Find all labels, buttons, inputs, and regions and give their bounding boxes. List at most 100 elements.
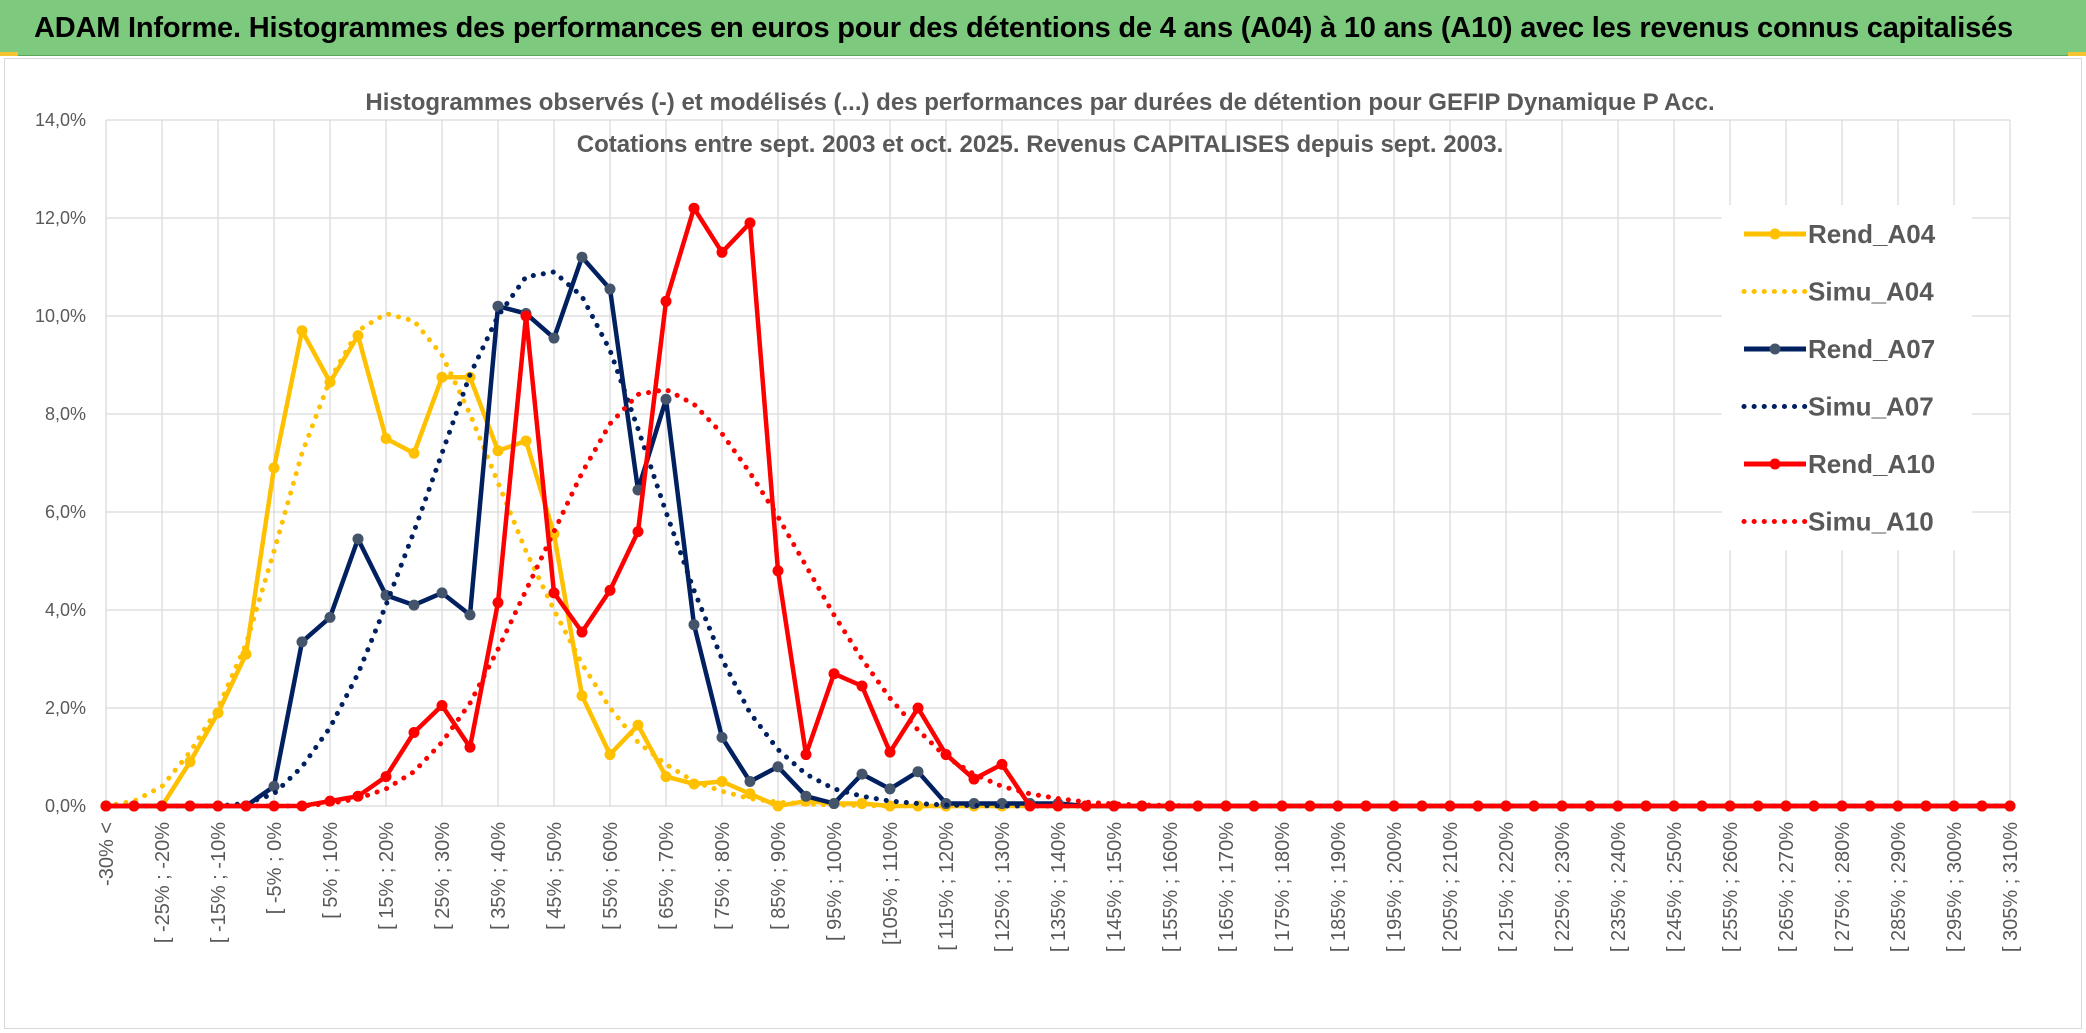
chart-title-line-2: Cotations entre sept. 2003 et oct. 2025.… (577, 131, 1504, 158)
data-point (912, 702, 924, 714)
data-point (576, 626, 588, 638)
data-point (604, 584, 616, 596)
x-tick-label: [ 245% ; 250% (1664, 822, 1686, 952)
data-point (436, 371, 448, 383)
data-point (380, 433, 392, 444)
x-tick-label: [ 35% ; 40% (488, 822, 510, 930)
data-point (800, 749, 812, 761)
x-tick-label: [ 85% ; 90% (768, 822, 790, 930)
data-point (324, 611, 336, 623)
data-point (912, 766, 924, 778)
report-banner: ADAM Informe. Histogrammes des performan… (0, 0, 2086, 56)
y-axis: 0,0% 2,0% 4,0% 6,0% 8,0% 10,0% 12,0% 14,0% (35, 110, 86, 816)
legend-marker (1769, 228, 1781, 240)
data-point (828, 668, 840, 680)
data-point (632, 526, 644, 538)
banner-accent-left (0, 52, 18, 56)
x-tick-label: [ 285% ; 290% (1888, 822, 1910, 952)
y-tick-label: 4,0% (45, 600, 86, 620)
data-point (576, 251, 588, 263)
data-point (548, 587, 560, 599)
legend-marker (1769, 343, 1781, 355)
legend-label: Rend_A04 (1808, 219, 1936, 249)
x-tick-label: -30% < (96, 822, 118, 886)
data-point (604, 749, 616, 761)
x-tick-label: [ -5% ; 0% (264, 822, 286, 914)
x-tick-label: [ 15% ; 20% (376, 822, 398, 930)
legend-item: Rend_A04 (1744, 219, 1936, 249)
chart-title-line-1: Histogrammes observés (-) et modélisés (… (365, 89, 1714, 116)
data-point (772, 565, 784, 577)
x-tick-label: [ 125% ; 130% (992, 822, 1014, 952)
legend-label: Simu_A10 (1808, 507, 1934, 537)
data-point (772, 761, 784, 773)
x-tick-label: [ 225% ; 230% (1552, 822, 1574, 952)
legend-item: Simu_A10 (1741, 507, 1934, 537)
data-point (520, 310, 532, 322)
data-point (772, 800, 784, 812)
data-point (1024, 800, 1036, 812)
data-point (380, 771, 392, 783)
x-tick-label: [ 165% ; 170% (1216, 822, 1238, 952)
data-point (800, 790, 812, 802)
data-point (856, 768, 868, 780)
legend: Rend_A04 Simu_A04 Rend_A07 Simu_A07 Rend_A10… (1722, 205, 1972, 550)
x-tick-label: [ 295% ; 300% (1944, 822, 1966, 952)
data-point (744, 217, 756, 229)
data-point (520, 435, 532, 447)
data-point (856, 680, 868, 692)
x-tick-label: [ 185% ; 190% (1328, 822, 1350, 952)
y-tick-label: 2,0% (45, 698, 86, 718)
x-tick-label: [ 25% ; 30% (432, 822, 454, 930)
x-tick-label: [ 115% ; 120% (936, 822, 958, 951)
data-point (436, 700, 448, 712)
data-point (184, 756, 196, 768)
x-tick-label: [ 65% ; 70% (656, 822, 678, 930)
data-point (296, 636, 308, 648)
data-point (884, 783, 896, 795)
legend-item: Rend_A07 (1744, 334, 1935, 364)
x-tick-label: [ 205% ; 210% (1440, 822, 1462, 952)
data-point (744, 776, 756, 787)
data-point (828, 798, 840, 810)
x-tick-label: [ -25% ; -20% (152, 822, 174, 943)
x-tick-label: [ 155% ; 160% (1160, 822, 1182, 952)
legend-item: Rend_A10 (1744, 449, 1935, 479)
data-point (632, 719, 644, 731)
y-tick-label: 8,0% (45, 404, 86, 424)
legend-label: Simu_A07 (1808, 392, 1934, 422)
data-point (436, 587, 448, 599)
x-tick-label: [ 5% ; 10% (320, 822, 342, 919)
report-title: ADAM Informe. Histogrammes des performan… (34, 12, 2013, 44)
series-line (103, 387, 2013, 809)
data-point (716, 731, 728, 743)
x-tick-label: [ 275% ; 280% (1832, 822, 1854, 952)
x-tick-label: [ -15% ; -10% (208, 822, 230, 943)
y-tick-label: 12,0% (35, 208, 86, 228)
data-point (576, 690, 588, 702)
x-tick-label: [ 135% ; 140% (1048, 822, 1070, 952)
data-point (688, 202, 700, 214)
legend-box (1722, 205, 1972, 550)
data-point (660, 295, 672, 307)
data-point (408, 727, 420, 738)
data-point (996, 758, 1008, 770)
x-tick-label: [ 215% ; 220% (1496, 822, 1518, 952)
data-point (296, 325, 308, 337)
data-point (884, 746, 896, 758)
data-point (548, 332, 560, 344)
data-point (464, 741, 476, 753)
x-tick-label: [ 175% ; 180% (1272, 822, 1294, 952)
data-point (716, 776, 728, 787)
legend-label: Simu_A04 (1808, 277, 1934, 307)
data-point (744, 788, 756, 800)
x-axis: -30% < [ -25% ; -20% [ -15% ; -10% [ -5% ; … (96, 822, 2022, 952)
data-point (464, 609, 476, 621)
y-tick-label: 14,0% (35, 110, 86, 130)
series-simu-a10 (103, 387, 2013, 809)
x-tick-label: [105% ; 110% (880, 822, 902, 945)
data-point (268, 780, 280, 792)
data-point (408, 447, 420, 459)
banner-accent-right (2068, 52, 2086, 56)
